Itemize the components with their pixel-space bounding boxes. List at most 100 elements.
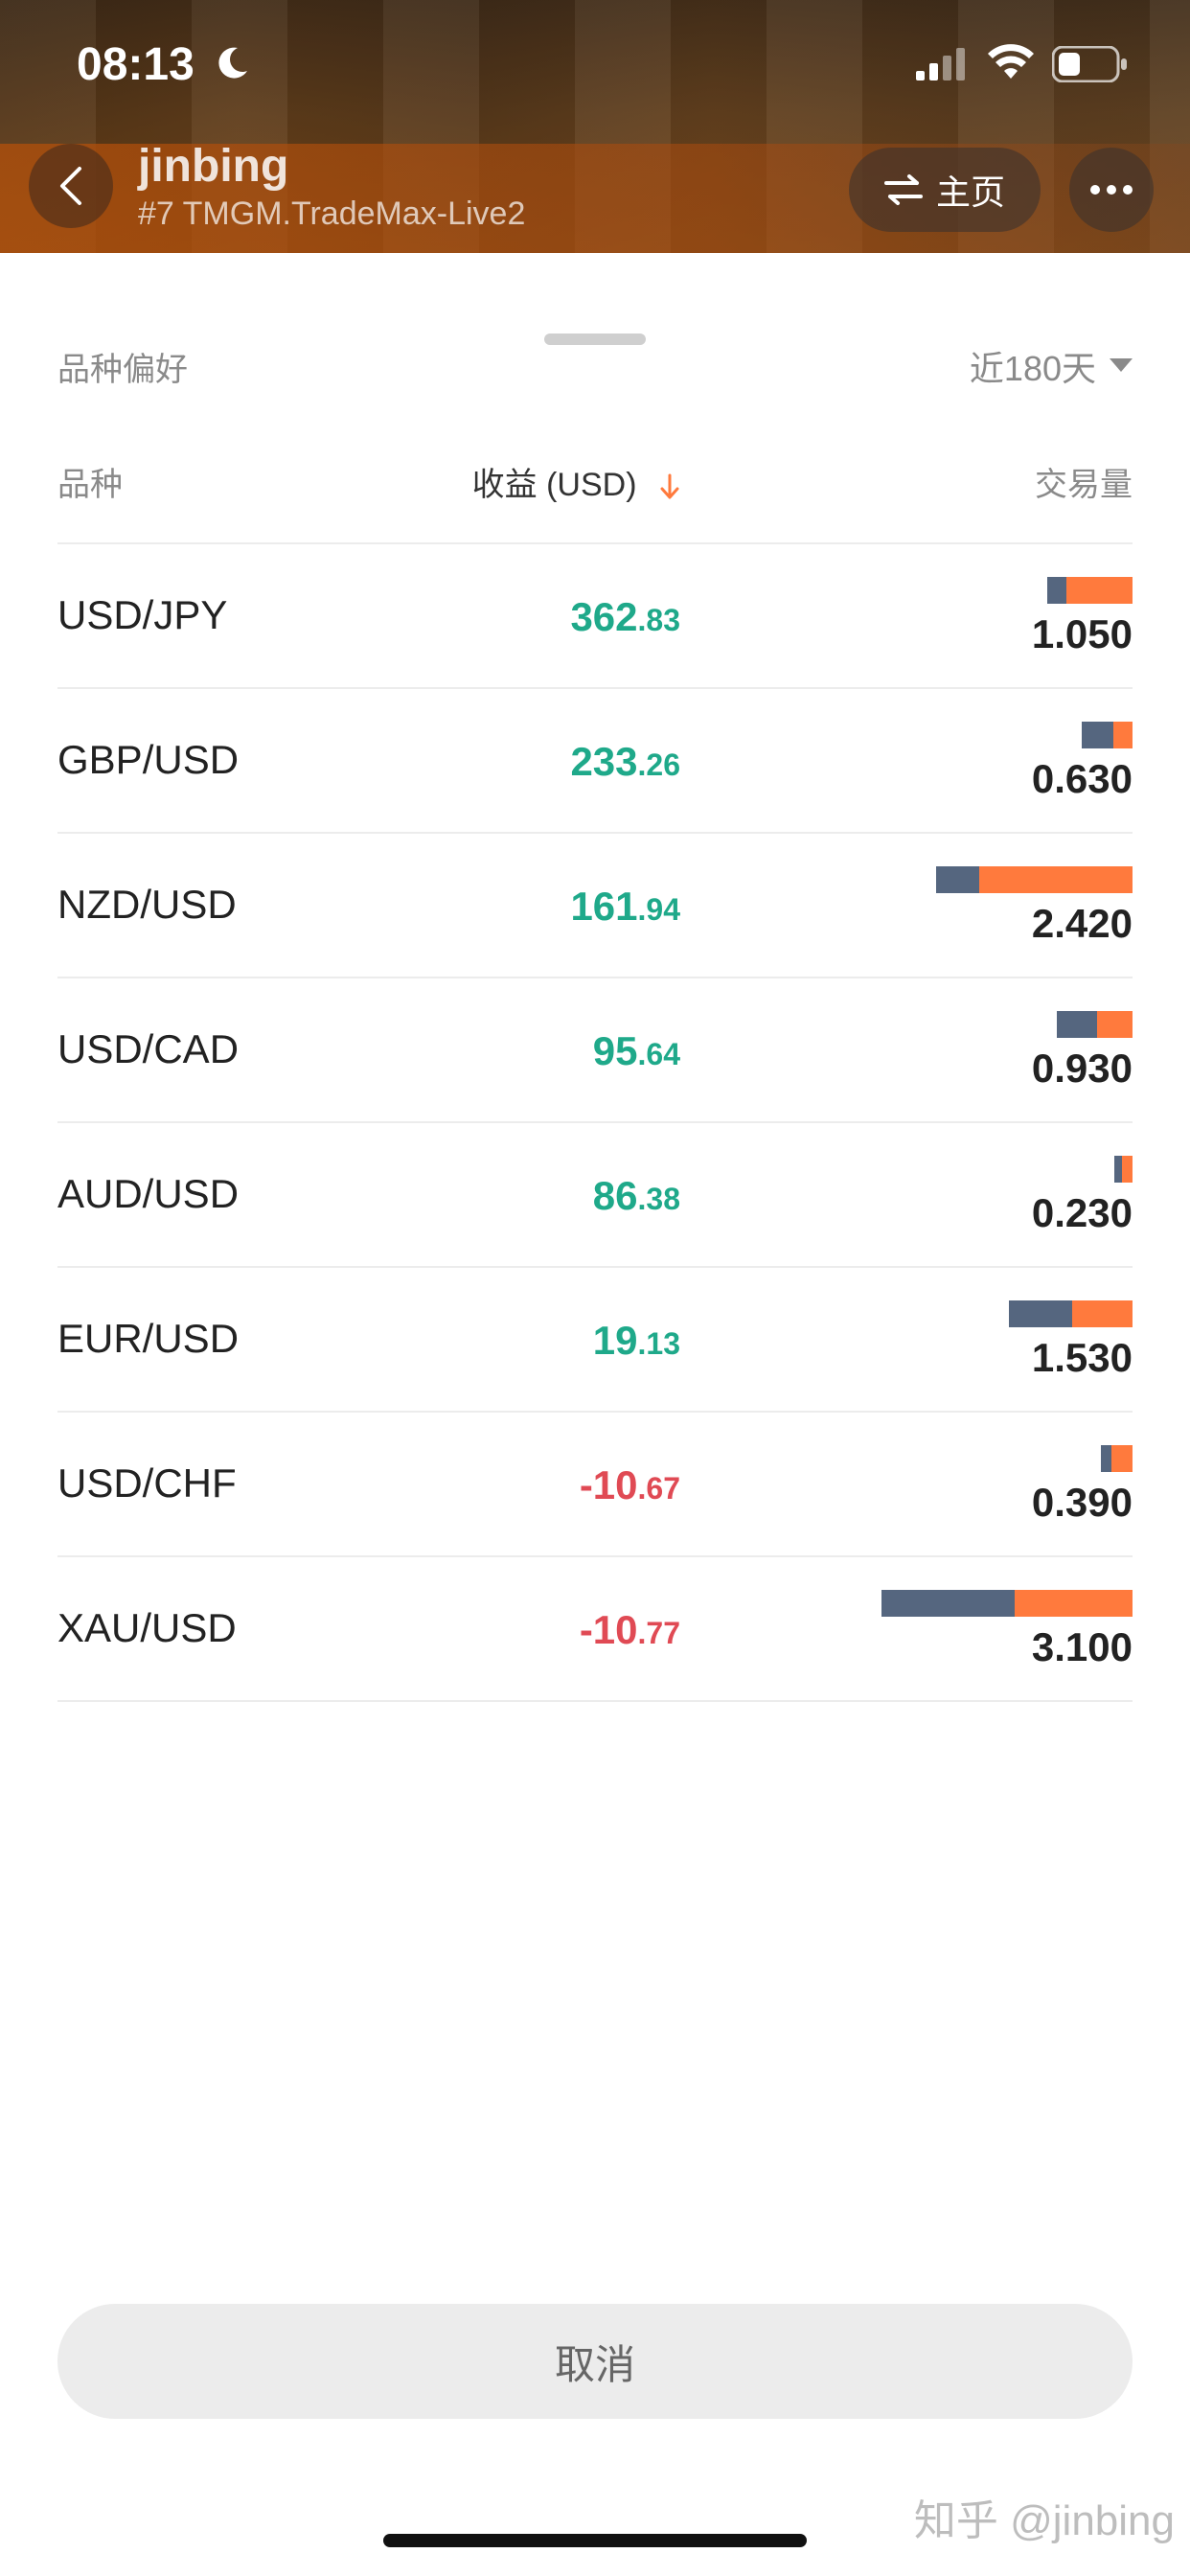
volume-bar — [1113, 1156, 1133, 1183]
table-row[interactable]: EUR/USD 19.13 1.530 — [57, 1266, 1133, 1411]
back-button[interactable] — [29, 144, 113, 228]
profit-cell: 233.26 — [57, 739, 680, 785]
table-row[interactable]: GBP/USD 233.26 0.630 — [57, 687, 1133, 832]
profit-column-label: 收益 (USD) — [471, 467, 637, 503]
period-selector[interactable]: 近180天 — [970, 341, 1133, 391]
sheet-title: 品种偏好 — [57, 352, 188, 388]
profit-cell: 95.64 — [57, 1028, 680, 1074]
symbol-column-header: 品种 — [57, 467, 123, 503]
volume-bar — [936, 866, 1133, 893]
profile-server: #7 TMGM.TradeMax-Live2 — [138, 196, 526, 232]
volume-bar — [1101, 1445, 1133, 1472]
more-button[interactable] — [1069, 148, 1154, 232]
sell-volume-segment — [979, 866, 1133, 893]
wifi-icon — [988, 44, 1034, 79]
buy-volume-segment — [1057, 1011, 1098, 1038]
symbol-cell: USD/CHF — [57, 1460, 237, 1506]
buy-volume-segment — [936, 866, 980, 893]
profit-column-header[interactable]: 收益 (USD) — [57, 458, 680, 505]
moon-icon — [218, 47, 247, 79]
profit-decimal: .38 — [637, 1182, 680, 1216]
volume-bar — [1047, 577, 1133, 604]
profit-decimal: .13 — [637, 1326, 680, 1361]
buy-volume-segment — [1113, 1156, 1123, 1183]
buy-volume-segment — [1081, 722, 1113, 748]
profit-cell: -10.67 — [57, 1462, 680, 1508]
status-bar: 08:13 — [0, 0, 1190, 126]
profit-cell: 362.83 — [57, 594, 680, 640]
profit-decimal: .77 — [637, 1616, 680, 1650]
volume-cell: 0.390 — [1031, 1480, 1133, 1525]
volume-bar — [881, 1590, 1133, 1617]
symbol-cell: AUD/USD — [57, 1171, 240, 1216]
watermark: 知乎 @jinbing — [913, 2497, 1175, 2544]
profit-integer: 95 — [592, 1028, 638, 1073]
volume-column-header: 交易量 — [1035, 467, 1133, 503]
buy-volume-segment — [1101, 1445, 1111, 1472]
profit-decimal: .67 — [637, 1471, 680, 1506]
table-row[interactable]: XAU/USD -10.77 3.100 — [57, 1555, 1133, 1702]
home-button[interactable]: 主页 — [849, 148, 1041, 232]
volume-cell: 1.050 — [1031, 611, 1133, 656]
profit-integer: 19 — [592, 1318, 638, 1363]
battery-icon — [1052, 46, 1127, 82]
buy-volume-segment — [1047, 577, 1066, 604]
sell-volume-segment — [1065, 577, 1133, 604]
profit-integer: 362 — [570, 594, 638, 639]
volume-cell: 0.930 — [1031, 1046, 1133, 1091]
profit-decimal: .83 — [637, 603, 680, 637]
volume-cell: 0.630 — [1031, 756, 1133, 801]
profit-decimal: .26 — [637, 748, 680, 782]
cancel-button[interactable]: 取消 — [57, 2304, 1133, 2419]
symbol-cell: EUR/USD — [57, 1316, 240, 1361]
table-row[interactable]: AUD/USD 86.38 0.230 — [57, 1121, 1133, 1266]
profit-cell: 19.13 — [57, 1318, 680, 1364]
profit-integer: 86 — [592, 1173, 638, 1218]
volume-bar — [1081, 722, 1133, 748]
symbol-cell: NZD/USD — [57, 882, 237, 927]
buy-volume-segment — [881, 1590, 1015, 1617]
home-button-label: 主页 — [935, 172, 1005, 212]
table-header: 品种 收益 (USD) 交易量 — [57, 450, 1133, 508]
volume-cell: 0.230 — [1031, 1190, 1133, 1235]
profile-nav-row: jinbing #7 TMGM.TradeMax-Live2 主页 — [0, 141, 1190, 240]
profile-header-background: 08:13 jinbing #7 TMGM.TradeMax-Live — [0, 0, 1190, 253]
symbol-cell: GBP/USD — [57, 737, 240, 782]
profit-decimal: .94 — [637, 892, 680, 927]
symbol-preference-sheet: 品种偏好 近180天 品种 收益 (USD) 交易量 USD/JPY 362.83… — [0, 288, 1190, 2576]
more-icon — [1090, 185, 1133, 195]
profit-cell: 161.94 — [57, 884, 680, 930]
profit-cell: 86.38 — [57, 1173, 680, 1219]
profit-integer: -10 — [579, 1462, 638, 1507]
status-time: 08:13 — [77, 39, 195, 90]
profit-decimal: .64 — [637, 1037, 680, 1071]
home-indicator — [383, 2534, 807, 2547]
table-row[interactable]: USD/CHF -10.67 0.390 — [57, 1411, 1133, 1555]
table-row[interactable]: USD/JPY 362.83 1.050 — [57, 542, 1133, 687]
chevron-left-icon — [60, 167, 81, 205]
sell-volume-segment — [1097, 1011, 1133, 1038]
volume-cell: 3.100 — [1031, 1624, 1133, 1669]
profit-cell: -10.77 — [57, 1607, 680, 1653]
profile-name: jinbing — [138, 141, 289, 192]
symbol-cell: USD/JPY — [57, 592, 228, 637]
sell-volume-segment — [1112, 722, 1133, 748]
symbol-cell: USD/CAD — [57, 1026, 240, 1071]
symbol-table: USD/JPY 362.83 1.050 GBP/USD 233.26 0.630 NZD/… — [57, 542, 1133, 1702]
swap-icon — [883, 174, 923, 205]
sell-volume-segment — [1071, 1300, 1133, 1327]
symbol-cell: XAU/USD — [57, 1605, 237, 1650]
table-row[interactable]: USD/CAD 95.64 0.930 — [57, 977, 1133, 1121]
profit-integer: 233 — [570, 739, 638, 784]
volume-cell: 1.530 — [1031, 1335, 1133, 1380]
volume-cell: 2.420 — [1031, 901, 1133, 946]
drag-handle[interactable] — [544, 334, 646, 345]
signal-icon — [916, 48, 965, 80]
buy-volume-segment — [1008, 1300, 1072, 1327]
sell-volume-segment — [1014, 1590, 1133, 1617]
caret-down-icon — [1110, 358, 1133, 372]
profit-integer: -10 — [579, 1607, 638, 1652]
period-label: 近180天 — [969, 349, 1096, 388]
table-row[interactable]: NZD/USD 161.94 2.420 — [57, 832, 1133, 977]
sell-volume-segment — [1110, 1445, 1133, 1472]
